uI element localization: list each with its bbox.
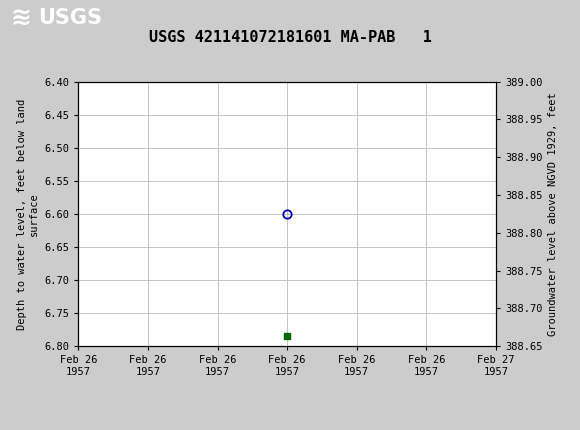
Y-axis label: Groundwater level above NGVD 1929, feet: Groundwater level above NGVD 1929, feet	[548, 92, 558, 336]
Text: USGS: USGS	[38, 8, 102, 28]
Y-axis label: Depth to water level, feet below land
surface: Depth to water level, feet below land su…	[17, 98, 39, 329]
Text: ≋: ≋	[10, 6, 31, 30]
Text: USGS 421141072181601 MA-PAB   1: USGS 421141072181601 MA-PAB 1	[148, 30, 432, 45]
